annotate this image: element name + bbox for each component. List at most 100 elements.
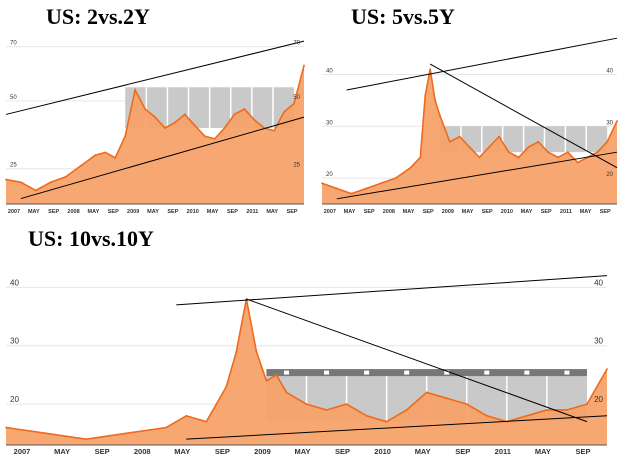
trendline — [246, 298, 588, 423]
data-point — [498, 135, 500, 138]
data-point — [527, 146, 530, 148]
x-tick-label: SEP — [541, 209, 552, 215]
series-area — [322, 69, 617, 204]
x-tick-label: SEP — [364, 209, 375, 215]
data-point — [576, 161, 579, 164]
chart-svg: 40 30 20 40 30 20 2007 MAY SEP 2008 MAY SEP 2009 MAY S… — [321, 33, 618, 215]
data-point — [303, 64, 305, 67]
x-tick-label: MAY — [344, 209, 356, 215]
data-point — [5, 178, 7, 181]
data-point — [394, 177, 397, 179]
x-tick-label: 2007 — [324, 209, 336, 215]
x-tick-label: SEP — [575, 447, 590, 456]
y-tick-label: 30 — [10, 337, 19, 346]
x-tick-label: 2011 — [246, 209, 258, 215]
y-tick-label: 25 — [10, 163, 17, 169]
data-point — [448, 140, 451, 143]
data-point — [537, 140, 540, 143]
x-tick-label: MAY — [535, 447, 551, 456]
x-tick-label: 2010 — [187, 209, 199, 215]
y-tick-label: 40 — [594, 278, 603, 287]
data-point — [64, 175, 67, 178]
data-point — [243, 108, 246, 110]
data-point — [606, 140, 609, 143]
data-point — [124, 135, 127, 138]
data-point — [434, 99, 436, 102]
x-tick-label: SEP — [423, 209, 434, 215]
data-point — [385, 420, 388, 423]
chart-title: US: 5vs.5Y — [351, 4, 455, 29]
y-tick-label: 40 — [606, 68, 613, 74]
data-point — [321, 182, 323, 185]
x-tick-label: 2008 — [134, 447, 151, 456]
data-point — [253, 118, 256, 121]
chart-panel-2vs2y: 70 50 25 70 50 25 2007 MAY SEP 2008 MAY SEP 2009 MAY S… — [0, 0, 312, 216]
data-point — [235, 350, 238, 353]
data-point — [465, 403, 468, 406]
y-tick-label: 20 — [10, 395, 19, 404]
data-point — [557, 156, 559, 159]
data-point — [49, 181, 52, 184]
chart-svg: 40 30 20 40 30 20 2007 MAY SEP 2008 MAY SEP 2009 MAY S… — [5, 264, 608, 456]
data-point — [165, 426, 168, 429]
x-tick-label: SEP — [227, 209, 238, 215]
data-point — [183, 113, 186, 116]
data-point — [485, 414, 488, 417]
box-marker — [404, 370, 410, 375]
trendline — [20, 116, 305, 200]
y-tick-label: 30 — [326, 120, 333, 126]
data-point — [213, 137, 216, 140]
trendline — [336, 151, 618, 200]
x-tick-label: SEP — [335, 447, 350, 456]
data-point — [225, 385, 228, 388]
data-point — [425, 391, 428, 394]
data-point — [445, 397, 448, 400]
data-point — [507, 151, 510, 154]
x-tick-label: MAY — [266, 209, 278, 215]
y-tick-label: 50 — [293, 95, 300, 101]
data-point — [586, 403, 588, 406]
data-point — [478, 156, 481, 159]
data-point — [79, 165, 82, 167]
x-tick-label: 2011 — [560, 209, 572, 215]
x-tick-label: MAY — [174, 447, 190, 456]
data-point — [45, 432, 47, 435]
x-tick-label: SEP — [287, 209, 298, 215]
data-point — [566, 409, 568, 411]
data-point — [488, 146, 491, 148]
chart-panel-10vs10y: 40 30 20 40 30 20 2007 MAY SEP 2008 MAY SEP 2009 MAY S… — [0, 220, 625, 457]
data-point — [616, 120, 618, 122]
series-area — [6, 65, 304, 204]
x-tick-label: 2009 — [254, 447, 271, 456]
x-tick-label: 2010 — [374, 447, 391, 456]
x-tick-label: 2007 — [8, 209, 20, 215]
data-point — [5, 426, 7, 429]
x-tick-label: MAY — [415, 447, 431, 456]
x-tick-label: 2010 — [501, 209, 513, 215]
data-point — [458, 135, 461, 138]
data-point — [104, 151, 107, 154]
x-tick-label: SEP — [215, 447, 230, 456]
data-point — [164, 127, 166, 129]
data-point — [34, 189, 37, 192]
data-point — [405, 409, 408, 411]
trendline — [346, 37, 618, 91]
data-point — [154, 116, 156, 119]
x-tick-label: SEP — [600, 209, 611, 215]
data-point — [293, 102, 295, 105]
data-point — [223, 127, 226, 129]
data-point — [365, 414, 368, 417]
x-tick-label: SEP — [95, 447, 110, 456]
x-tick-label: 2008 — [67, 209, 79, 215]
y-tick-label: 30 — [594, 337, 603, 346]
y-tick-label: 70 — [10, 41, 17, 47]
data-point — [365, 187, 368, 190]
box-marker — [364, 370, 370, 375]
data-point — [94, 154, 97, 157]
data-point — [424, 94, 427, 97]
data-point — [193, 124, 196, 127]
data-point — [429, 68, 432, 71]
chart-panel-5vs5y: 40 30 20 40 30 20 2007 MAY SEP 2008 MAY SEP 2009 MAY S… — [316, 0, 625, 216]
data-point — [547, 151, 550, 154]
trendline — [186, 415, 608, 440]
